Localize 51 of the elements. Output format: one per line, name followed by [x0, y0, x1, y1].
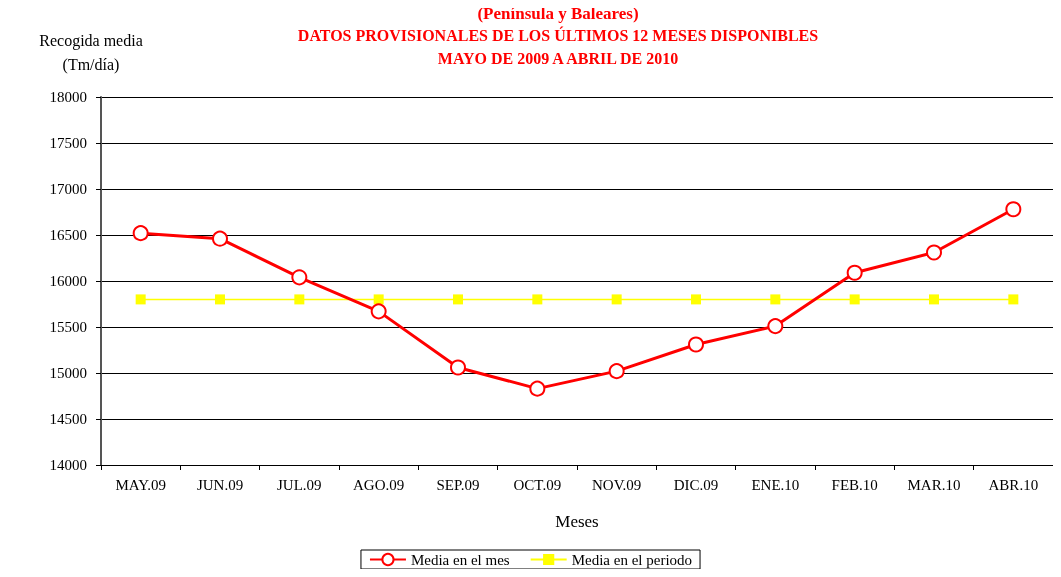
point [1005, 201, 1022, 218]
y-tick-label: 16000 [49, 273, 87, 289]
x-tick-label: MAR.10 [907, 476, 961, 493]
point [849, 294, 860, 305]
y-tick-label: 16500 [49, 227, 87, 243]
y-axis-title: Recogida media (Tm/día) [39, 31, 143, 74]
legend-label: Media en el periodo [571, 551, 693, 568]
point [453, 294, 463, 305]
point [608, 363, 625, 380]
point [215, 294, 225, 305]
point [688, 336, 704, 353]
point [926, 244, 942, 261]
chart-subtitle: DATOS PROVISIONALES DE LOS ÚLTIMOS 12 MESES DISPONIBLES MAYO DE 2009 A ABRIL DE 2010 [297, 26, 819, 67]
x-tick-label: NOV.09 [592, 476, 642, 493]
point [611, 294, 622, 305]
x-tick-label: MAY.09 [115, 476, 166, 493]
y-tick-label: 14000 [49, 457, 87, 473]
point [291, 269, 308, 286]
x-tick-label: AGO.09 [353, 476, 405, 493]
point [212, 230, 228, 247]
point [691, 294, 701, 305]
point [770, 294, 781, 305]
point [846, 264, 863, 281]
x-tick-label: FEB.10 [831, 476, 878, 493]
y-tick-label: 15500 [49, 319, 87, 335]
x-tick-label: JUN.09 [196, 476, 244, 493]
point [370, 303, 387, 320]
y-tick-label: 17000 [49, 181, 87, 197]
y-tick-label: 17500 [49, 135, 87, 151]
x-tick-label: JUL.09 [277, 476, 322, 493]
x-axis-title: Meses [555, 512, 599, 531]
chart-title: (Península y Baleares) [477, 4, 639, 23]
x-tick-label: SEP.09 [436, 476, 480, 493]
point [532, 294, 543, 305]
y-tick-label: 15000 [49, 365, 87, 381]
point [929, 294, 939, 305]
point [135, 294, 146, 305]
x-tick-label: ABR.10 [988, 476, 1039, 493]
point [373, 294, 384, 305]
point [132, 225, 149, 242]
point [294, 294, 305, 305]
point [1008, 294, 1019, 305]
x-tick-label: ENE.10 [751, 476, 800, 493]
point [450, 359, 466, 376]
legend-label: Media en el mes [410, 551, 510, 568]
x-tick-label: DIC.09 [673, 476, 719, 493]
y-tick-label: 18000 [49, 89, 87, 105]
point [529, 380, 546, 397]
y-tick-label: 14500 [49, 411, 87, 427]
point [767, 318, 784, 335]
x-tick-label: OCT.09 [513, 476, 562, 493]
